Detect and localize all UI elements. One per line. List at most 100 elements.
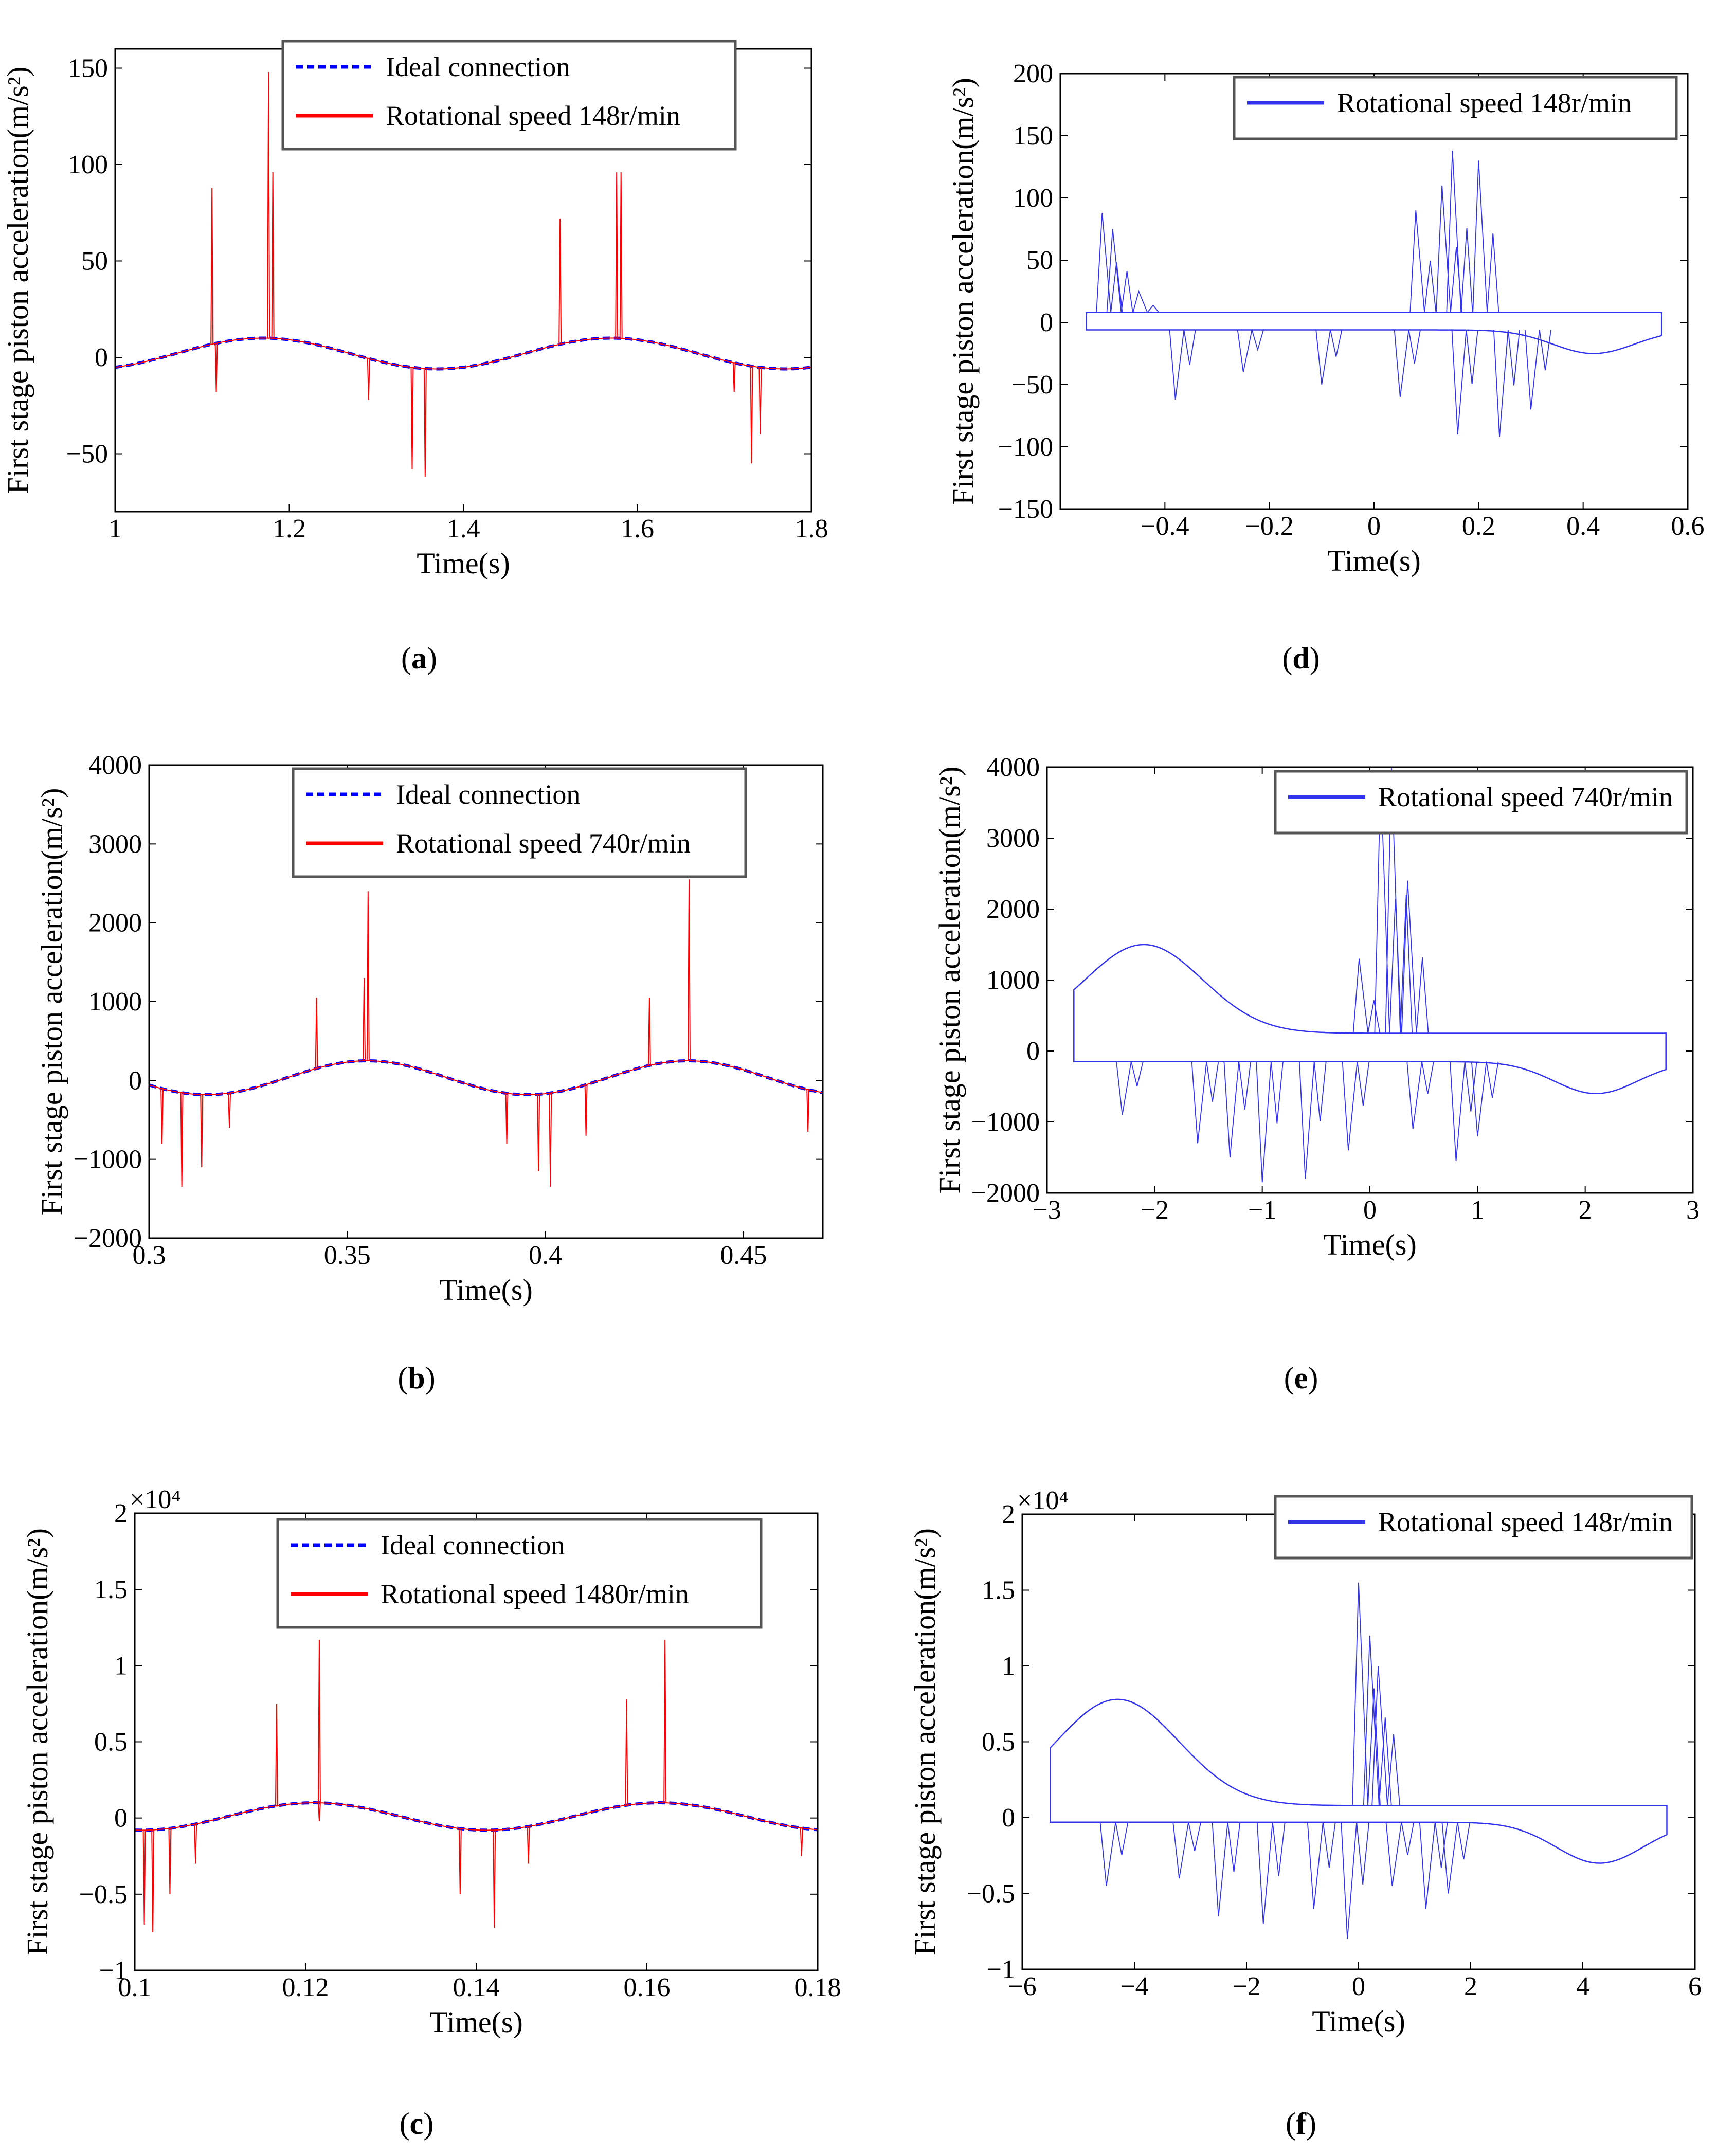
- x-tick-label-e-2: −1: [1248, 1195, 1276, 1225]
- x-tick-label-f-2: −2: [1232, 1972, 1260, 2001]
- legend-box-d: [1233, 76, 1678, 140]
- legend-box-b: [292, 767, 747, 878]
- caption-c: (c): [400, 2107, 434, 2141]
- legend-label-b-1: Rotational speed 740r/min: [396, 828, 691, 859]
- x-axis-label-b: Time(s): [439, 1273, 533, 1307]
- y-tick-label-e-1: −1000: [971, 1108, 1040, 1137]
- y-tick-label-c-1: −0.5: [79, 1880, 128, 1909]
- chart-b: 0.3 0.35 0.4 0.45 −2000 −1000 0 1000 2000 3000 400…: [35, 751, 824, 1395]
- legend-label-a-0: Ideal connection: [386, 51, 570, 82]
- caption-d: (d): [1282, 641, 1320, 675]
- y-tick-label-e-6: 4000: [986, 753, 1040, 782]
- plot-area-d: [1086, 150, 1662, 437]
- chart-f: −6 −4 −2 0 2 4 6−1−0.500.511.52 ×10⁴Time(s)Firs…: [908, 1486, 1702, 2141]
- y-tick-label-d-1: −100: [998, 432, 1053, 462]
- y-tick-label-d-0: −150: [998, 495, 1053, 524]
- legend-label-c-0: Ideal connection: [381, 1530, 565, 1561]
- series-e-0-loop: [1073, 944, 1667, 1095]
- x-tick-label-e-0: −3: [1033, 1195, 1061, 1225]
- y-axis-label-f: First stage piston acceleration(m/s²): [908, 1528, 942, 1955]
- series-c-1: [135, 1639, 818, 1932]
- x-tick-label-c-4: 0.18: [794, 1973, 841, 2002]
- y-tick-label-c-4: 1: [114, 1651, 128, 1680]
- plot-area-e: [1073, 767, 1667, 1183]
- x-tick-label-c-1: 0.12: [282, 1973, 329, 2002]
- y-axis-label-d: First stage piston acceleration(m/s²): [946, 78, 980, 505]
- x-tick-label-d-5: 0.6: [1671, 512, 1705, 541]
- caption-open-paren-f: (: [1286, 2107, 1296, 2141]
- y-tick-label-f-1: −0.5: [967, 1879, 1015, 1909]
- caption-close-paren-e: ): [1308, 1361, 1318, 1395]
- chart-d: −0.4 −0.2 0 0.2 0.4 0.6 −150 −100 −50 0 50 100 150 20…: [946, 59, 1705, 675]
- y-tick-label-f-4: 1: [1002, 1652, 1015, 1681]
- y-exponent-c: ×10⁴: [130, 1485, 180, 1514]
- y-tick-label-e-2: 0: [1026, 1037, 1040, 1066]
- y-tick-label-b-4: 2000: [88, 909, 142, 938]
- x-tick-label-a-0: 1: [109, 514, 122, 543]
- y-tick-label-a-1: 0: [95, 343, 108, 372]
- x-tick-label-d-4: 0.4: [1566, 512, 1600, 541]
- x-tick-label-c-3: 0.16: [624, 1973, 671, 2002]
- x-tick-label-f-5: 4: [1576, 1972, 1589, 2001]
- x-tick-label-f-1: −4: [1120, 1972, 1148, 2001]
- y-tick-label-a-2: 50: [81, 247, 108, 276]
- plot-area-f: [1050, 1582, 1668, 1940]
- y-tick-label-c-0: −1: [99, 1956, 128, 1985]
- x-tick-label-c-2: 0.14: [453, 1973, 500, 2002]
- caption-open-paren-c: (: [400, 2107, 410, 2141]
- y-tick-label-b-1: −1000: [74, 1145, 142, 1174]
- y-axis-label-c: First stage piston acceleration(m/s²): [21, 1528, 54, 1955]
- legend-box-f: [1274, 1495, 1693, 1560]
- y-tick-label-b-5: 3000: [88, 829, 142, 859]
- legend-label-b-0: Ideal connection: [396, 779, 580, 810]
- y-tick-label-f-2: 0: [1002, 1803, 1015, 1833]
- x-axis-label-c: Time(s): [429, 2005, 523, 2039]
- plot-area-c: [135, 1639, 818, 1932]
- caption-f: (f): [1286, 2107, 1316, 2141]
- y-tick-label-f-0: −1: [987, 1955, 1015, 1984]
- x-tick-label-e-6: 3: [1686, 1195, 1700, 1225]
- y-tick-label-c-3: 0.5: [94, 1728, 128, 1757]
- legend-box-a: [281, 40, 737, 151]
- x-tick-label-d-0: −0.4: [1141, 512, 1189, 541]
- caption-open-paren-d: (: [1282, 641, 1292, 675]
- x-tick-label-e-1: −2: [1141, 1195, 1169, 1225]
- y-tick-label-c-5: 1.5: [94, 1575, 128, 1604]
- x-tick-label-d-1: −0.2: [1245, 512, 1294, 541]
- plot-area-b: [149, 879, 823, 1187]
- caption-open-paren-a: (: [401, 641, 411, 675]
- y-tick-label-d-7: 200: [1013, 59, 1053, 88]
- y-tick-label-f-6: 2: [1002, 1500, 1015, 1529]
- caption-close-paren-d: ): [1310, 641, 1320, 675]
- y-tick-label-f-3: 0.5: [982, 1728, 1015, 1757]
- series-b-1: [149, 879, 823, 1187]
- caption-letter-a: a: [411, 641, 427, 675]
- caption-close-paren-b: ): [425, 1361, 436, 1395]
- y-tick-label-e-3: 1000: [986, 966, 1040, 995]
- y-axis-label-e: First stage piston acceleration(m/s²): [933, 767, 966, 1194]
- y-tick-label-e-0: −2000: [971, 1179, 1040, 1208]
- x-tick-label-a-4: 1.8: [795, 514, 828, 543]
- x-tick-label-f-0: −6: [1008, 1972, 1036, 2001]
- chart-c: 0.1 0.12 0.14 0.16 0.18 −1 −0.5 0 0.5 1 1.5 2 ×10⁴ Ti…: [21, 1485, 841, 2141]
- x-axis-label-a: Time(s): [417, 547, 510, 580]
- y-tick-label-d-5: 100: [1013, 184, 1053, 213]
- chart-a: 1 1.2 1.4 1.6 1.8 −50 0 50 100 150 Time(s) First st…: [1, 40, 828, 675]
- y-axis-label-a: First stage piston acceleration(m/s²): [1, 67, 34, 494]
- series-e-0-spikes: [1116, 767, 1499, 1183]
- x-tick-label-c-0: 0.1: [118, 1973, 152, 2002]
- y-axis-label-b: First stage piston acceleration(m/s²): [35, 788, 68, 1216]
- y-tick-label-c-2: 0: [114, 1804, 128, 1833]
- y-tick-label-d-2: −50: [1011, 370, 1053, 400]
- caption-letter-c: c: [410, 2107, 424, 2141]
- series-d-0-spikes: [1096, 150, 1551, 437]
- caption-letter-d: d: [1292, 641, 1309, 675]
- y-tick-label-b-3: 1000: [88, 987, 142, 1017]
- x-tick-label-e-5: 2: [1579, 1195, 1592, 1225]
- y-tick-label-d-4: 50: [1026, 246, 1053, 275]
- y-tick-label-f-5: 1.5: [982, 1576, 1015, 1605]
- x-axis-label-e: Time(s): [1323, 1228, 1417, 1261]
- legend-label-a-1: Rotational speed 148r/min: [386, 100, 680, 131]
- axes-frame-f: [1021, 1513, 1696, 1970]
- y-tick-label-b-2: 0: [129, 1066, 142, 1095]
